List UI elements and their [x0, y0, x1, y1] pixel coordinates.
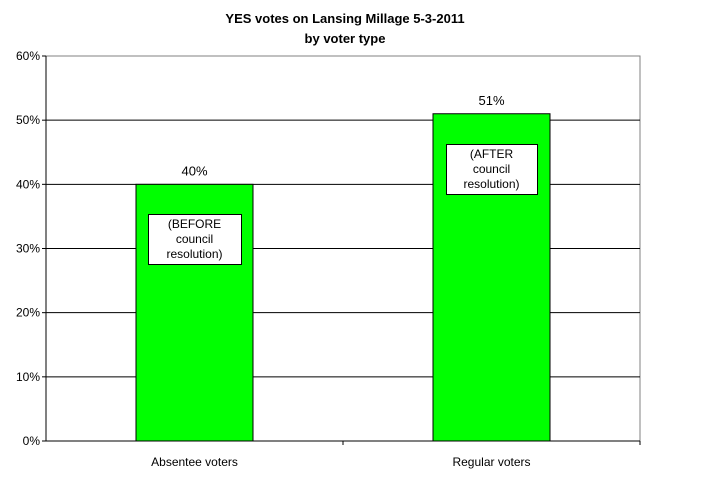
data-label: 51% — [478, 93, 504, 108]
data-label: 40% — [181, 163, 207, 178]
data-labels: 40% 51% — [181, 93, 504, 179]
category-label: Regular voters — [452, 455, 530, 469]
y-axis-ticks: 0% 10% 20% 30% 40% 50% 60% — [16, 49, 46, 448]
y-tick-label: 50% — [16, 113, 40, 127]
y-tick-label: 20% — [16, 306, 40, 320]
y-tick-label: 60% — [16, 49, 40, 63]
annotation-box: (AFTER council resolution) — [445, 143, 538, 195]
y-tick-label: 40% — [16, 177, 40, 191]
chart-title: YES votes on Lansing Millage 5-3-2011 — [225, 11, 464, 26]
y-tick-label: 30% — [16, 242, 40, 256]
annotation-box: (BEFORE council resolution) — [147, 214, 242, 266]
chart-subtitle: by voter type — [305, 31, 386, 46]
y-tick-label: 0% — [23, 434, 41, 448]
category-label: Absentee voters — [151, 455, 238, 469]
y-tick-label: 10% — [16, 370, 40, 384]
x-axis-categories: Absentee voters Regular voters — [151, 441, 641, 469]
